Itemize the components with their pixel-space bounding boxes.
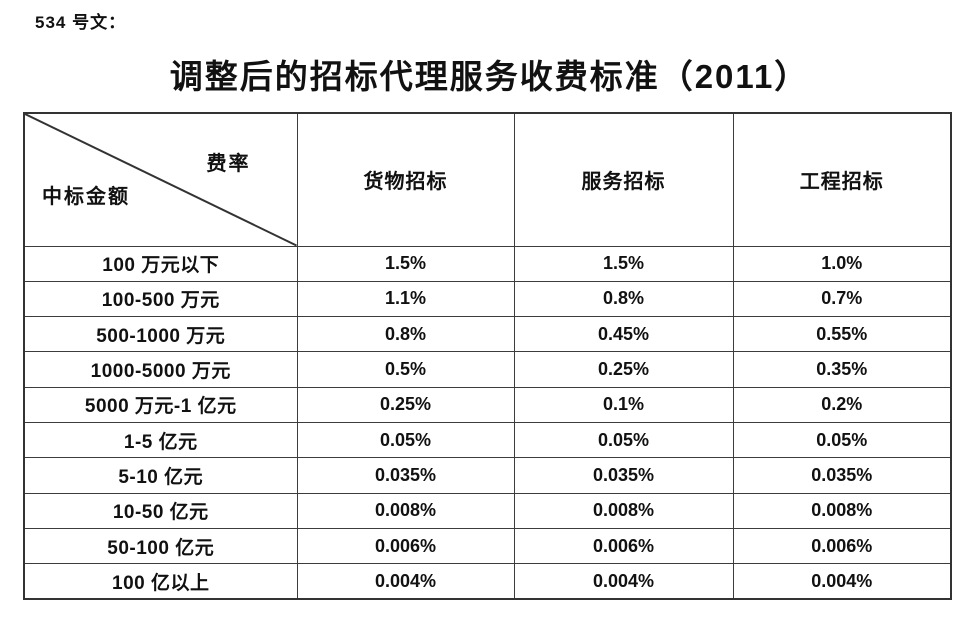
fee-value-cell: 1.5% xyxy=(296,245,515,282)
column-header-engineering: 工程招标 xyxy=(732,112,952,247)
row-label-cell: 5000 万元-1 亿元 xyxy=(23,386,298,423)
corner-diagonal-line xyxy=(25,114,296,245)
fee-value-cell: 0.8% xyxy=(513,280,734,318)
fee-value-cell: 0.035% xyxy=(732,457,952,494)
fee-value-cell: 0.004% xyxy=(732,563,952,600)
fee-value-cell: 1.0% xyxy=(732,245,952,282)
fee-value-cell: 0.008% xyxy=(732,492,952,529)
row-label-cell: 100-500 万元 xyxy=(23,280,298,318)
fee-value-cell: 0.05% xyxy=(732,421,952,459)
fee-value-cell: 0.45% xyxy=(513,316,734,353)
fee-value-cell: 0.035% xyxy=(513,457,734,494)
table-row: 500-1000 万元 0.8% 0.45% 0.55% xyxy=(23,316,952,353)
fee-value-cell: 0.035% xyxy=(296,457,515,494)
fee-value-cell: 0.25% xyxy=(513,351,734,388)
table-row: 50-100 亿元 0.006% 0.006% 0.006% xyxy=(23,527,952,565)
table-row: 5-10 亿元 0.035% 0.035% 0.035% xyxy=(23,457,952,494)
fee-value-cell: 0.7% xyxy=(732,280,952,318)
fee-value-cell: 0.2% xyxy=(732,386,952,423)
row-label-cell: 10-50 亿元 xyxy=(23,492,298,529)
fee-value-cell: 0.35% xyxy=(732,351,952,388)
doc-number: 534 号文： xyxy=(35,13,127,32)
table-row: 100 万元以下 1.5% 1.5% 1.0% xyxy=(23,245,952,282)
row-label-cell: 100 亿以上 xyxy=(23,563,298,600)
fee-value-cell: 0.05% xyxy=(513,421,734,459)
fee-table-body: 100 万元以下 1.5% 1.5% 1.0% 100-500 万元 1.1% 0.8% 0.… xyxy=(23,245,952,600)
corner-label-rate: 费率 xyxy=(206,153,251,175)
fee-value-cell: 0.05% xyxy=(296,421,515,459)
fee-value-cell: 1.5% xyxy=(513,245,734,282)
fee-value-cell: 0.8% xyxy=(296,316,515,353)
table-corner-cell: 费率 中标金额 xyxy=(23,112,298,247)
table-row: 100-500 万元 1.1% 0.8% 0.7% xyxy=(23,280,952,318)
table-row: 100 亿以上 0.004% 0.004% 0.004% xyxy=(23,563,952,600)
fee-value-cell: 0.008% xyxy=(513,492,734,529)
table-header-row: 费率 中标金额 货物招标 服务招标 工程招标 xyxy=(23,112,952,247)
table-row: 10-50 亿元 0.008% 0.008% 0.008% xyxy=(23,492,952,529)
row-label-cell: 1-5 亿元 xyxy=(23,421,298,459)
corner-label-amount: 中标金额 xyxy=(42,186,130,208)
fee-value-cell: 0.1% xyxy=(513,386,734,423)
fee-value-cell: 0.55% xyxy=(732,316,952,353)
row-label-cell: 1000-5000 万元 xyxy=(23,351,298,388)
row-label-cell: 100 万元以下 xyxy=(23,245,298,282)
row-label-cell: 5-10 亿元 xyxy=(23,457,298,494)
table-row: 1-5 亿元 0.05% 0.05% 0.05% xyxy=(23,421,952,459)
fee-value-cell: 0.008% xyxy=(296,492,515,529)
fee-value-cell: 1.1% xyxy=(296,280,515,318)
table-row: 1000-5000 万元 0.5% 0.25% 0.35% xyxy=(23,351,952,388)
column-header-services: 服务招标 xyxy=(513,112,734,247)
fee-value-cell: 0.006% xyxy=(513,527,734,565)
fee-table: 费率 中标金额 货物招标 服务招标 工程招标 100 万元以下 1.5% 1.5% 1… xyxy=(23,112,952,600)
column-header-goods: 货物招标 xyxy=(296,112,515,247)
fee-value-cell: 0.5% xyxy=(296,351,515,388)
fee-value-cell: 0.25% xyxy=(296,386,515,423)
row-label-cell: 500-1000 万元 xyxy=(23,316,298,353)
table-row: 5000 万元-1 亿元 0.25% 0.1% 0.2% xyxy=(23,386,952,423)
row-label-cell: 50-100 亿元 xyxy=(23,527,298,565)
fee-value-cell: 0.004% xyxy=(296,563,515,600)
page-title: 调整后的招标代理服务收费标准（2011） xyxy=(169,58,810,95)
fee-value-cell: 0.006% xyxy=(732,527,952,565)
fee-value-cell: 0.004% xyxy=(513,563,734,600)
fee-value-cell: 0.006% xyxy=(296,527,515,565)
